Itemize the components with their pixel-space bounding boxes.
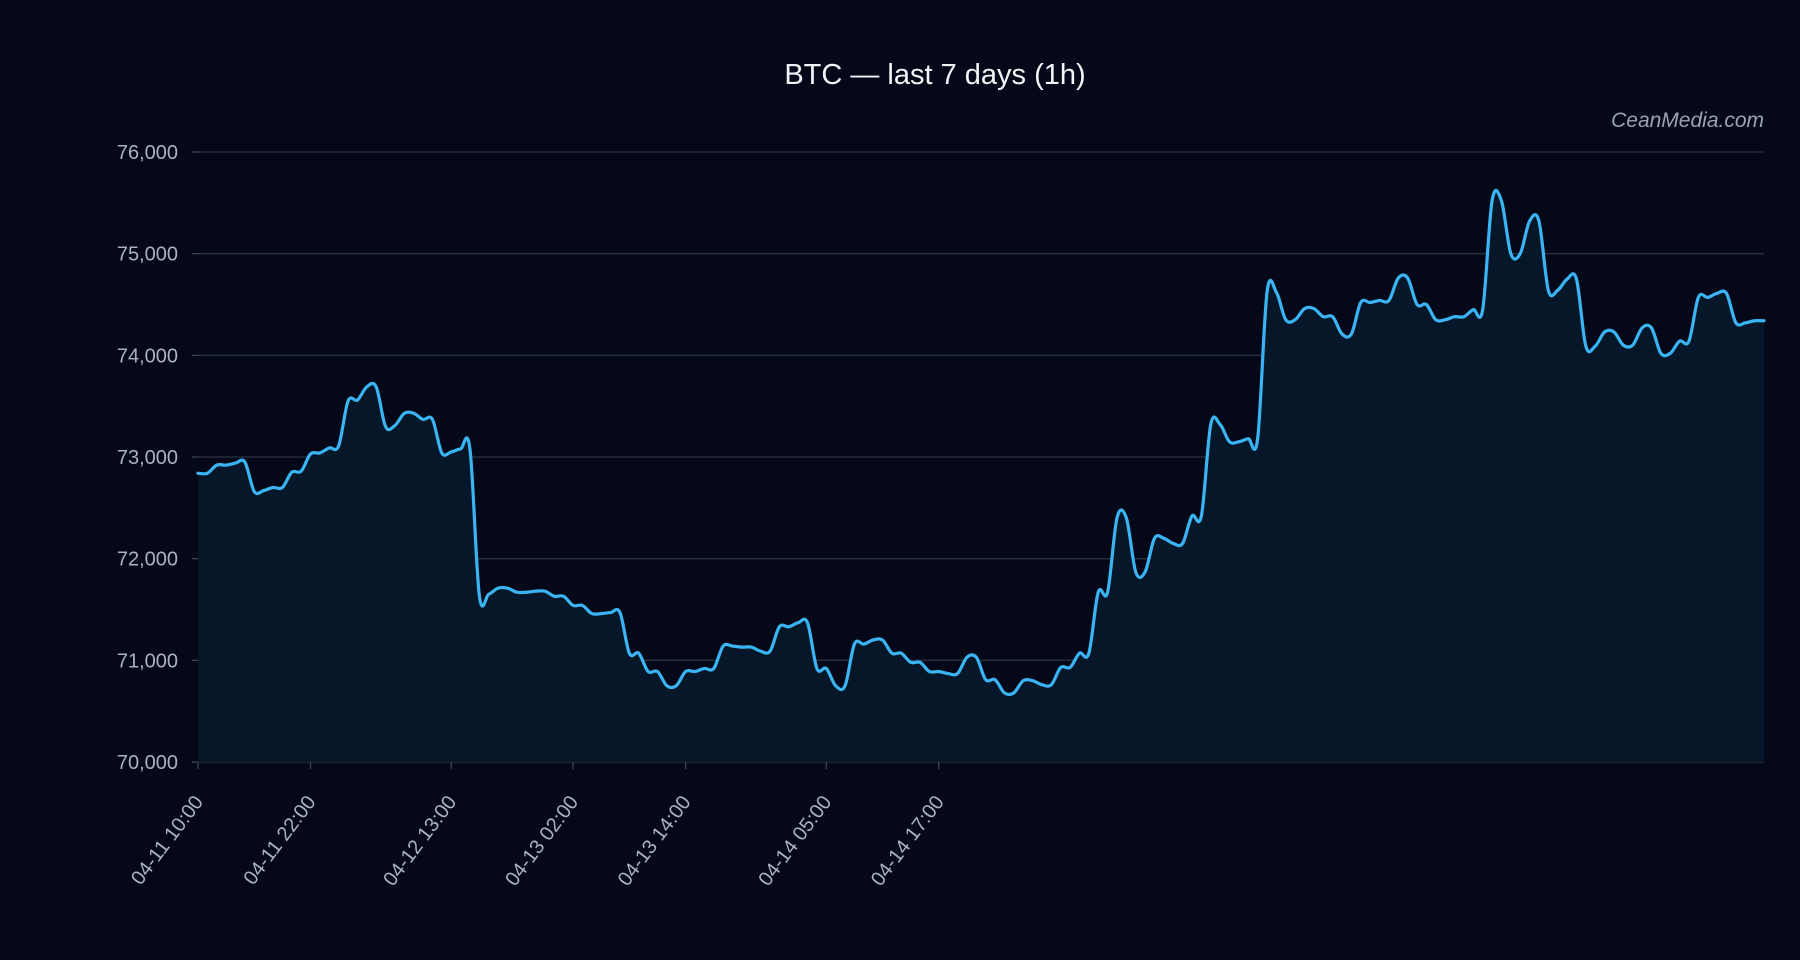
y-tick-label: 76,000 bbox=[117, 142, 178, 164]
y-tick-label: 74,000 bbox=[117, 345, 178, 367]
y-tick-label: 73,000 bbox=[117, 447, 178, 469]
series-area bbox=[198, 190, 1764, 762]
watermark-text: CeanMedia.com bbox=[1611, 109, 1764, 132]
y-tick-label: 72,000 bbox=[117, 549, 178, 571]
series-layer bbox=[196, 188, 1766, 762]
y-tick-label: 70,000 bbox=[117, 752, 178, 774]
y-tick-label: 71,000 bbox=[117, 650, 178, 672]
y-tick-label: 75,000 bbox=[117, 244, 178, 266]
series-line bbox=[196, 188, 1766, 697]
chart-title: BTC — last 7 days (1h) bbox=[784, 59, 1085, 91]
y-axis: 76,000 75,000 74,000 73,000 72,000 71,000 70,0… bbox=[117, 142, 198, 774]
